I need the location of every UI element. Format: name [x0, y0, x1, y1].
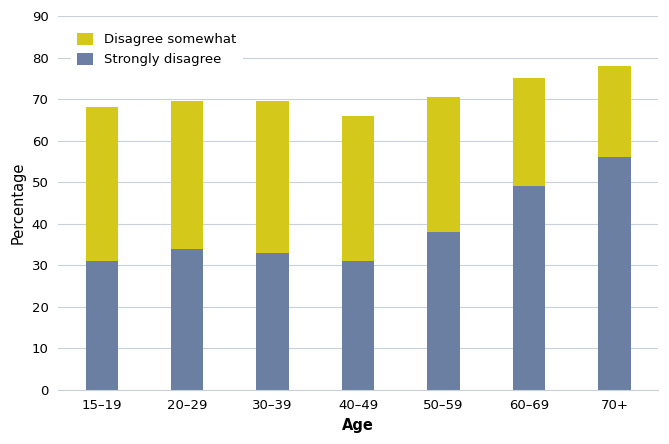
Bar — [342, 116, 375, 261]
X-axis label: Age: Age — [342, 418, 374, 433]
Bar — [512, 186, 545, 390]
Bar — [86, 107, 118, 261]
Y-axis label: Percentage: Percentage — [11, 162, 26, 244]
Bar — [427, 232, 460, 390]
Legend: Disagree somewhat, Strongly disagree: Disagree somewhat, Strongly disagree — [71, 27, 243, 73]
Bar — [256, 253, 289, 390]
Bar — [598, 66, 631, 157]
Bar — [342, 261, 375, 390]
Bar — [86, 261, 118, 390]
Bar — [171, 101, 203, 249]
Bar — [512, 78, 545, 186]
Bar — [427, 97, 460, 232]
Bar — [256, 101, 289, 253]
Bar — [598, 157, 631, 390]
Bar — [171, 249, 203, 390]
